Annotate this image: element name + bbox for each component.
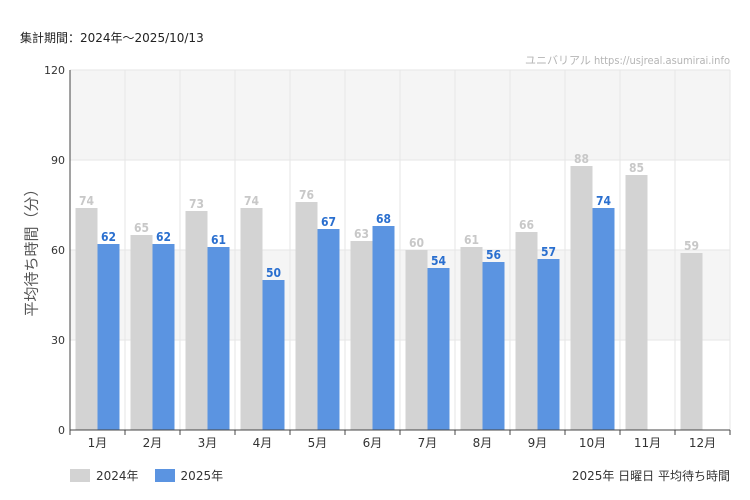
bar-2024 (460, 247, 483, 430)
data-label-2025: 62 (101, 230, 116, 244)
legend-swatch-2025 (154, 469, 175, 482)
y-tick-label: 120 (44, 64, 65, 77)
bar-2025 (427, 268, 450, 430)
x-tick-label: 11月 (634, 436, 661, 450)
data-label-2025: 67 (321, 215, 336, 229)
bar-2024 (625, 175, 648, 430)
x-tick-label: 3月 (198, 436, 218, 450)
y-tick-label: 0 (58, 424, 65, 437)
bar-2024 (350, 241, 373, 430)
data-label-2024: 88 (574, 152, 589, 166)
data-label-2024: 65 (134, 221, 149, 235)
data-label-2025: 54 (431, 254, 447, 268)
data-label-2024: 85 (629, 161, 644, 175)
legend-item-2024[interactable]: 2024年 (70, 467, 139, 484)
x-tick-label: 4月 (253, 436, 273, 450)
bar-2024 (240, 208, 263, 430)
data-label-2024: 74 (79, 194, 95, 208)
data-label-2024: 60 (409, 236, 424, 250)
x-tick-label: 7月 (418, 436, 438, 450)
bar-2024 (75, 208, 98, 430)
bar-2024 (515, 232, 538, 430)
bar-2025 (262, 280, 285, 430)
data-label-2025: 50 (266, 266, 281, 280)
bar-2025 (97, 244, 120, 430)
bar-2024 (130, 235, 153, 430)
data-label-2025: 62 (156, 230, 171, 244)
legend-item-2025[interactable]: 2025年 (154, 467, 224, 484)
bar-2024 (570, 166, 593, 430)
source-watermark: ユニバリアル https://usjreal.asumirai.info (524, 54, 730, 67)
bar-2025 (592, 208, 615, 430)
bar-2025 (317, 229, 340, 430)
data-label-2024: 63 (354, 227, 369, 241)
legend: 2024年 2025年 (70, 467, 239, 484)
data-label-2025: 74 (596, 194, 612, 208)
x-tick-label: 6月 (363, 436, 383, 450)
x-tick-label: 10月 (579, 436, 606, 450)
x-tick-label: 12月 (689, 436, 716, 450)
bar-2025 (537, 259, 560, 430)
y-tick-label: 90 (51, 154, 65, 167)
data-label-2024: 59 (684, 239, 699, 253)
legend-label-2024: 2024年 (96, 469, 139, 483)
x-tick-label: 9月 (528, 436, 548, 450)
y-tick-label: 30 (51, 334, 65, 347)
x-tick-label: 5月 (308, 436, 328, 450)
chart-note: 2025年 日曜日 平均待ち時間 (571, 469, 730, 483)
data-label-2024: 73 (189, 197, 204, 211)
bar-2025 (372, 226, 395, 430)
data-label-2025: 57 (541, 245, 556, 259)
bar-2024 (405, 250, 428, 430)
legend-label-2025: 2025年 (180, 469, 224, 483)
data-label-2024: 76 (299, 188, 314, 202)
data-label-2025: 56 (486, 248, 501, 262)
y-tick-label: 60 (51, 244, 65, 257)
data-label-2024: 61 (464, 233, 479, 247)
x-tick-label: 8月 (473, 436, 493, 450)
bar-2024 (295, 202, 318, 430)
bar-2024 (680, 253, 703, 430)
x-tick-label: 2月 (143, 436, 163, 450)
bar-2025 (482, 262, 505, 430)
period-label: 集計期間：2024年～2025/10/13 (20, 31, 204, 45)
data-label-2025: 68 (376, 212, 391, 226)
bar-2025 (152, 244, 175, 430)
data-label-2024: 66 (519, 218, 534, 232)
bar-2024 (185, 211, 208, 430)
data-label-2025: 61 (211, 233, 226, 247)
bar-2025 (207, 247, 230, 430)
legend-swatch-2024 (70, 469, 90, 482)
data-label-2024: 74 (244, 194, 260, 208)
x-tick-label: 1月 (88, 436, 108, 450)
